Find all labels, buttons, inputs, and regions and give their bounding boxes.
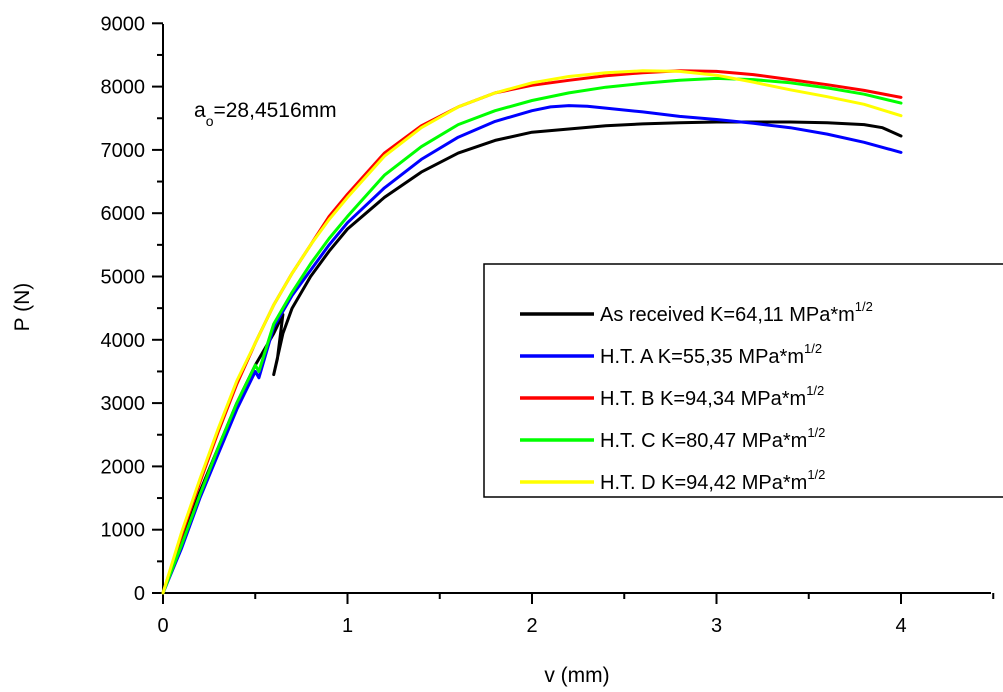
y-tick-label: 4000 (101, 330, 146, 352)
y-tick-label: 2000 (101, 456, 146, 478)
legend-label-superscript: 1/2 (804, 341, 822, 356)
x-tick-label: 4 (895, 615, 906, 637)
legend-label-5: H.T. D K=94,42 MPa*m1/2 (600, 467, 825, 494)
y-tick-label: 8000 (101, 77, 146, 99)
y-tick-label: 3000 (101, 393, 146, 415)
y-tick-label: 9000 (101, 13, 146, 35)
legend-label-text: As received K=64,11 MPa*m (600, 304, 855, 326)
x-tick-label: 2 (526, 615, 537, 637)
legend-items: As received K=64,11 MPa*m1/2H.T. A K=55,… (520, 299, 873, 494)
y-tick-label: 7000 (101, 140, 146, 162)
legend: As received K=64,11 MPa*m1/2H.T. A K=55,… (483, 263, 1003, 498)
legend-label-3: H.T. B K=94,34 MPa*m1/2 (600, 383, 824, 410)
legend-label-superscript: 1/2 (807, 467, 825, 482)
y-tick-label: 5000 (101, 267, 146, 289)
series-line-5 (161, 69, 903, 595)
x-tick-label: 1 (342, 615, 353, 637)
y-tick-label: 1000 (101, 520, 146, 542)
legend-box (483, 263, 1003, 498)
annotation-subscript: o (206, 113, 214, 129)
crack-length-annotation: ao=28,4516mm (194, 99, 337, 129)
legend-label-1: As received K=64,11 MPa*m1/2 (600, 299, 873, 326)
annotation-main: a (194, 99, 206, 122)
legend-label-text: H.T. D K=94,42 MPa*m (600, 472, 807, 494)
legend-label-superscript: 1/2 (806, 383, 824, 398)
legend-label-text: H.T. A K=55,35 MPa*m (600, 346, 804, 368)
x-axis-title: v (mm) (544, 664, 609, 687)
y-tick-label: 0 (134, 583, 145, 605)
legend-label-text: H.T. C K=80,47 MPa*m (600, 430, 807, 452)
legend-label-superscript: 1/2 (855, 299, 873, 314)
legend-label-text: H.T. B K=94,34 MPa*m (600, 388, 806, 410)
series-line-2 (161, 104, 903, 595)
legend-label-superscript: 1/2 (807, 425, 825, 440)
series-lines (161, 69, 903, 595)
x-tick-label: 0 (157, 615, 168, 637)
legend-label-4: H.T. C K=80,47 MPa*m1/2 (600, 425, 825, 452)
y-axis-title: P (N) (11, 283, 34, 332)
x-tick-label: 3 (711, 615, 722, 637)
annotation-rest: =28,4516mm (213, 99, 336, 122)
ticks (152, 22, 995, 604)
y-tick-label: 6000 (101, 203, 146, 225)
legend-label-2: H.T. A K=55,35 MPa*m1/2 (600, 341, 822, 368)
tick-labels: 0 1 2 3 4 0 1000 2000 3000 4000 5000 6000 7000 8000 90… (101, 13, 907, 637)
